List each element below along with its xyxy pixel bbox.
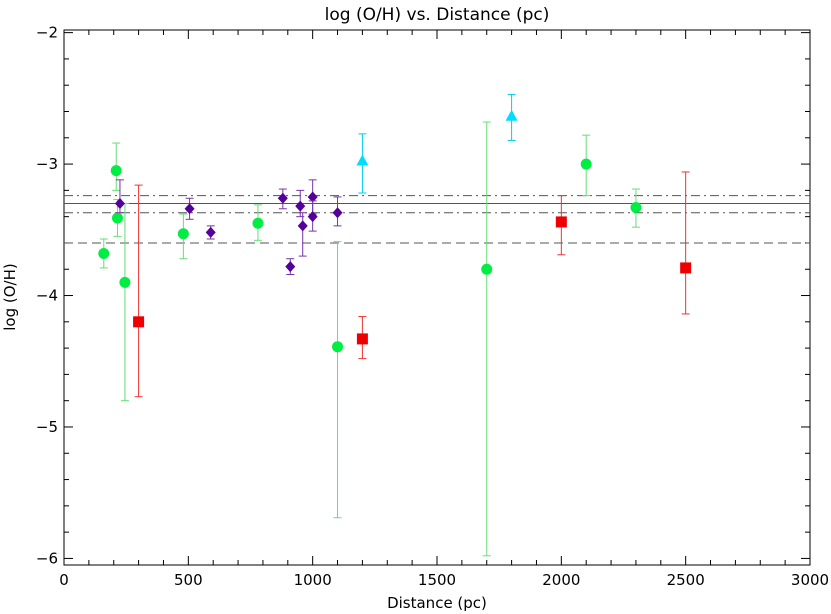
data-point-diamond (285, 261, 296, 273)
plot-frame (63, 29, 811, 566)
y-tick-label: −3 (36, 155, 58, 173)
data-point-circle (110, 165, 122, 177)
y-tick-label: −5 (36, 418, 58, 436)
data-point-triangle (356, 154, 369, 166)
plot-area: 0 500 1000 1500 2000 2500 3000 −6 −5 −4 −3 −2 (36, 24, 829, 589)
data-point-diamond (297, 220, 308, 232)
data-point-square (555, 216, 567, 228)
data-point-diamond (114, 198, 125, 210)
data-point-circle (252, 217, 264, 229)
x-axis-title: Distance (pc) (387, 594, 487, 612)
data-point-diamond (277, 192, 288, 204)
data-point-circle (630, 201, 642, 213)
y-tick-label: −6 (36, 549, 58, 567)
data-point-circle (177, 228, 189, 240)
data-point-diamond (307, 191, 318, 203)
data-point-circle (98, 247, 110, 259)
data-point-circle (481, 263, 493, 275)
data-point-diamond (295, 200, 306, 212)
x-tick-label: 0 (59, 571, 69, 589)
data-point-circle (580, 158, 592, 170)
x-tick-label: 3000 (791, 571, 829, 589)
y-axis-title: log (O/H) (1, 263, 19, 330)
x-tick-label: 1500 (418, 571, 456, 589)
data-point-square (356, 333, 368, 345)
data-point-diamond (307, 211, 318, 223)
data-point-diamond (332, 207, 343, 219)
data-point-diamond (205, 226, 216, 238)
y-tick-label: −4 (36, 287, 58, 305)
data-point-circle (119, 276, 131, 288)
x-tick-label: 500 (174, 571, 203, 589)
y-tick-label: −2 (36, 24, 58, 42)
data-point-triangle (505, 109, 518, 121)
data-point-circle (111, 212, 123, 224)
data-point-square (133, 316, 145, 328)
chart-title: log (O/H) vs. Distance (pc) (325, 5, 550, 25)
data-point-square (680, 262, 692, 274)
data-point-diamond (184, 203, 195, 215)
x-tick-label: 2000 (542, 571, 580, 589)
x-tick-label: 1000 (294, 571, 332, 589)
data-point-circle (332, 341, 344, 353)
x-tick-label: 2500 (667, 571, 705, 589)
